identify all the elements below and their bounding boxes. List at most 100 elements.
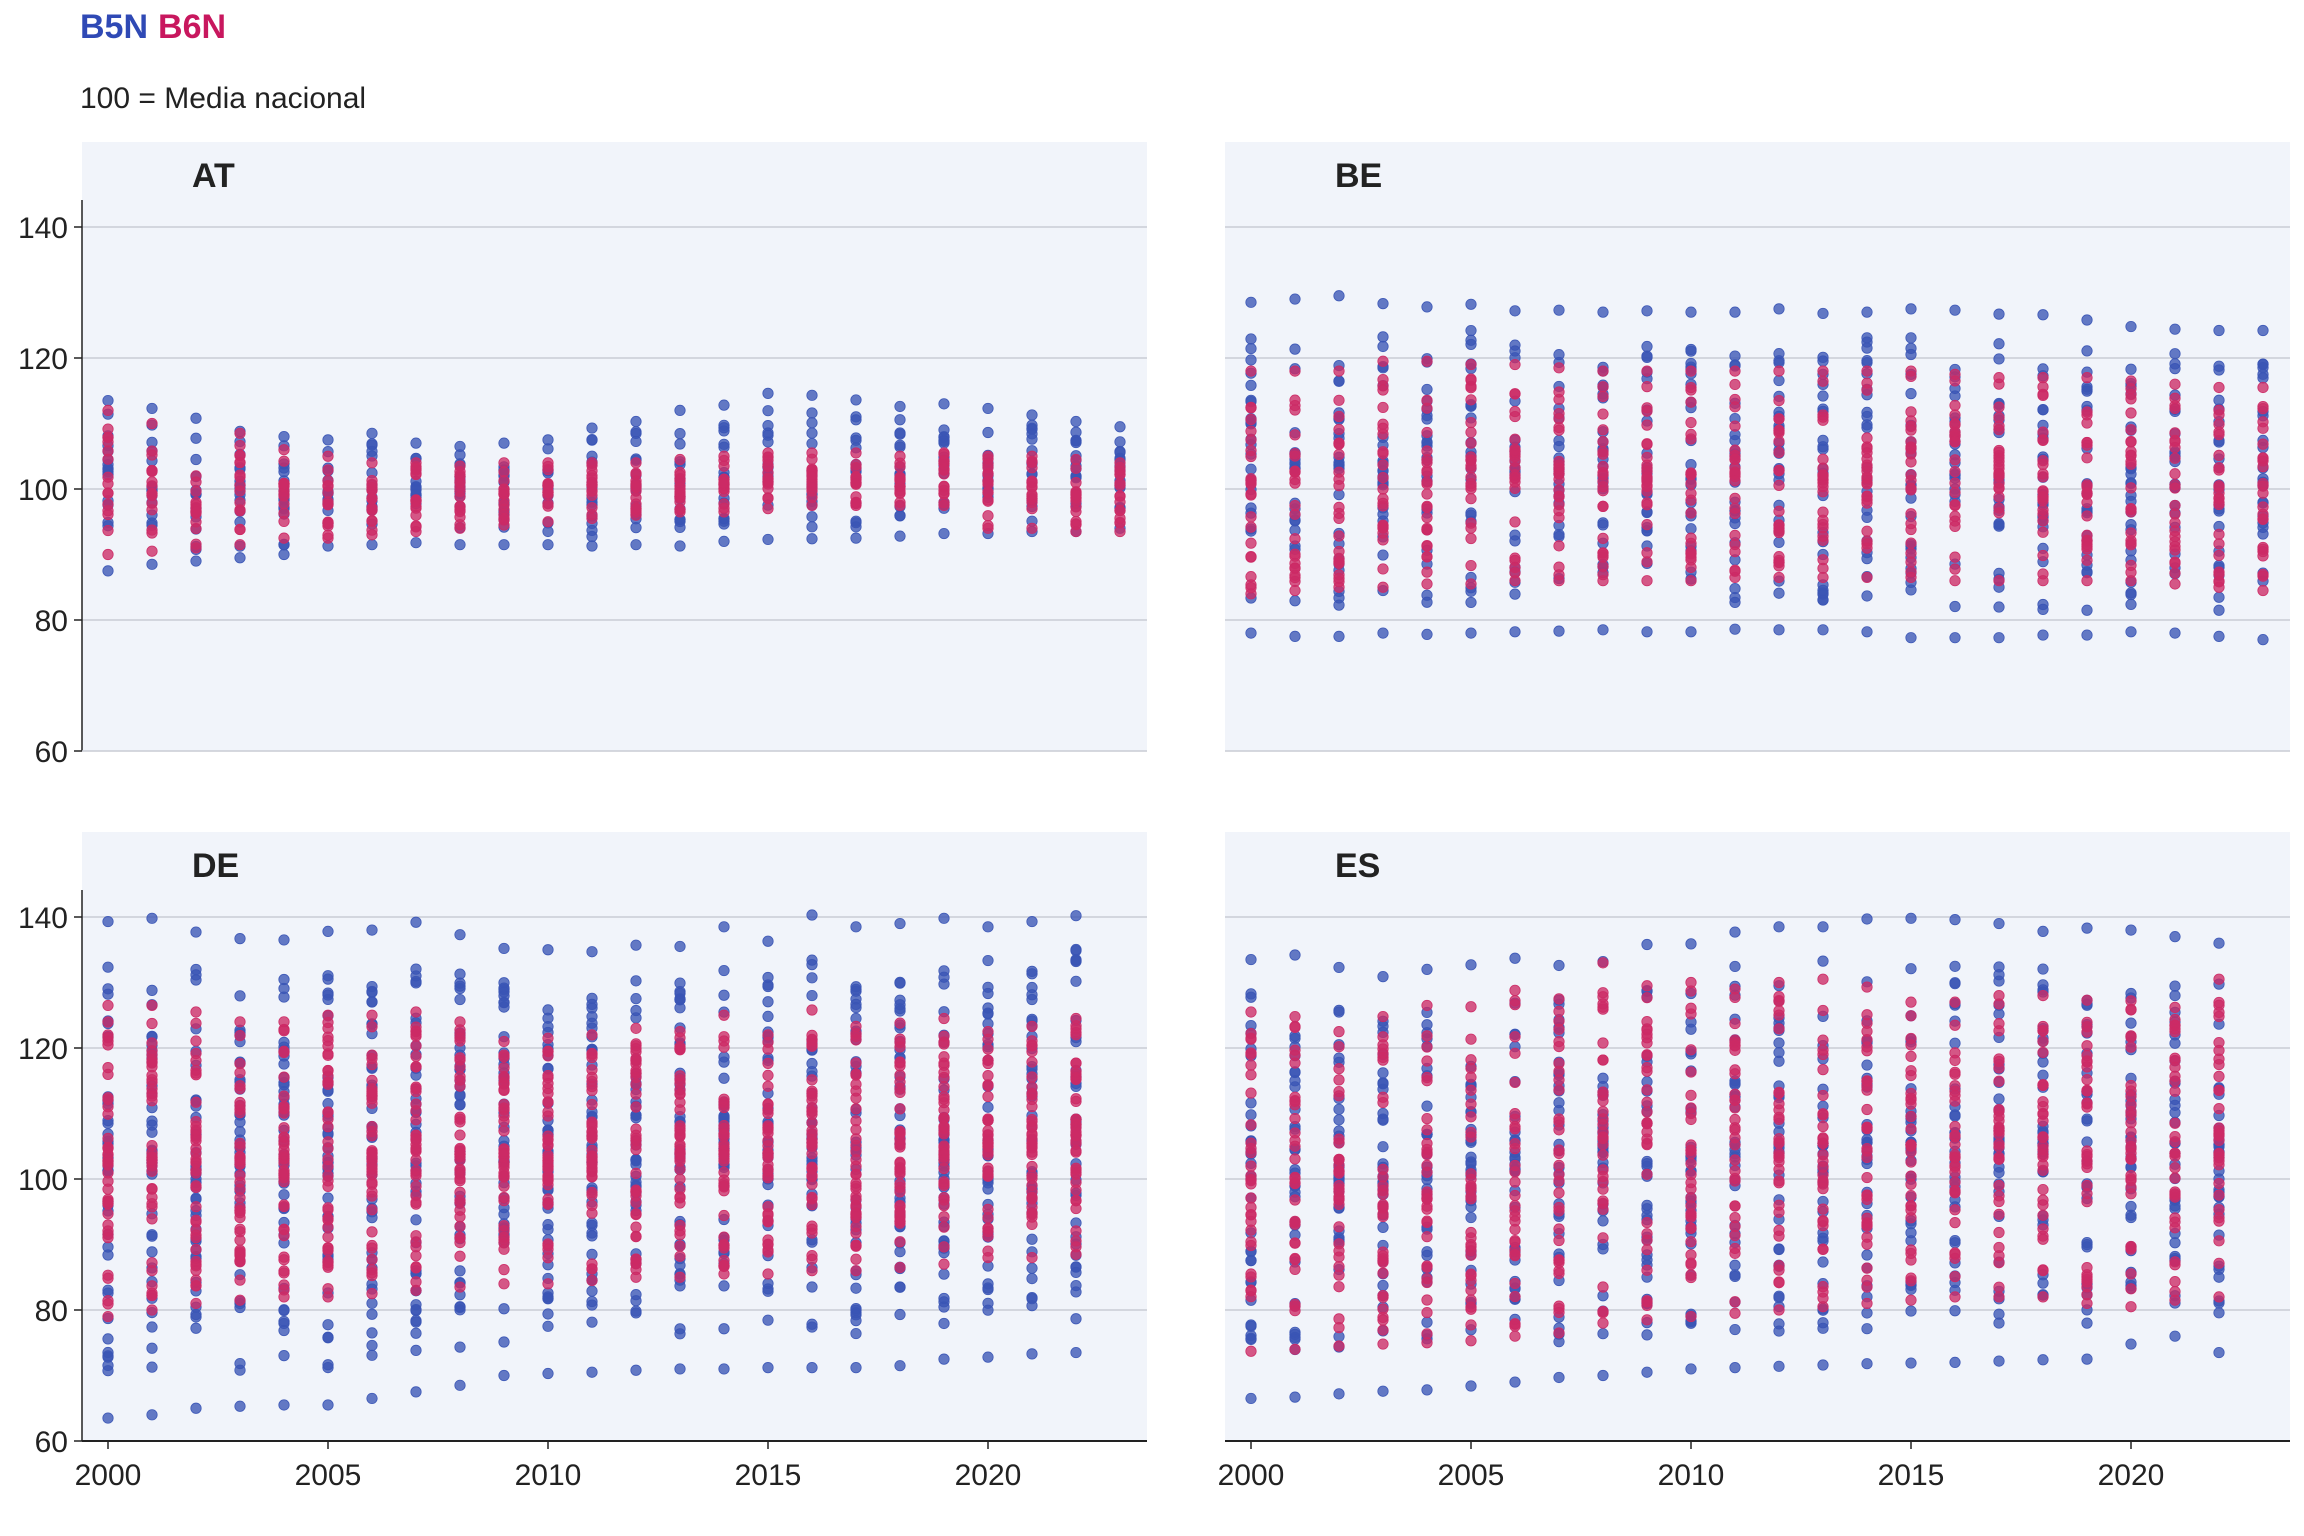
point-b5n: [2213, 630, 2225, 642]
point-b6n: [1993, 1153, 2005, 1165]
point-b6n: [1245, 521, 1257, 533]
point-b6n: [1465, 1084, 1477, 1096]
point-b6n: [1333, 410, 1345, 423]
point-b5n: [366, 427, 378, 439]
point-b5n: [850, 1282, 862, 1294]
point-b6n: [1026, 1160, 1038, 1173]
point-b6n: [322, 480, 334, 492]
chart-subtitle: 100 = Media nacional: [80, 82, 367, 115]
point-b5n: [674, 428, 686, 440]
point-b6n: [1861, 490, 1873, 502]
point-b5n: [410, 481, 422, 494]
point-b6n: [982, 1070, 994, 1082]
point-b6n: [586, 1098, 598, 1111]
point-b6n: [1817, 530, 1829, 542]
point-b6n: [894, 1217, 906, 1229]
x-tick-label: 2005: [1438, 1459, 1505, 1492]
point-b6n: [1817, 1149, 1829, 1161]
point-b6n: [2213, 404, 2225, 416]
point-b6n: [1817, 414, 1829, 426]
point-b6n: [806, 1128, 818, 1140]
point-b6n: [2213, 429, 2225, 441]
point-b5n: [1026, 433, 1038, 445]
point-b6n: [1421, 1294, 1433, 1306]
point-b5n: [1026, 1293, 1038, 1305]
point-b6n: [542, 1149, 554, 1161]
y-tick-label: 100: [18, 474, 68, 507]
point-b6n: [806, 1074, 818, 1086]
point-b5n: [806, 511, 818, 523]
point-b6n: [982, 1137, 994, 1150]
point-b6n: [762, 1165, 774, 1177]
point-b5n: [1905, 1235, 1917, 1247]
point-b6n: [278, 1200, 290, 1213]
point-b5n: [718, 1056, 730, 1068]
point-b5n: [2037, 404, 2049, 416]
point-b5n: [982, 1002, 994, 1014]
point-b6n: [190, 1096, 202, 1108]
point-b6n: [1993, 452, 2005, 464]
point-b6n: [1421, 551, 1433, 563]
point-b6n: [2037, 549, 2049, 562]
point-b6n: [1553, 540, 1565, 552]
point-b5n: [1773, 921, 1785, 933]
point-b5n: [894, 1005, 906, 1017]
point-b5n: [806, 1362, 818, 1374]
point-b6n: [806, 491, 818, 504]
point-b6n: [1421, 466, 1433, 478]
point-b6n: [762, 1080, 774, 1092]
point-b6n: [542, 1175, 554, 1187]
point-b5n: [410, 916, 422, 928]
point-b5n: [190, 1402, 202, 1414]
point-b6n: [1465, 480, 1477, 492]
point-b5n: [762, 971, 774, 984]
point-b6n: [982, 1043, 994, 1055]
point-b5n: [586, 422, 598, 434]
point-b6n: [1421, 539, 1433, 552]
point-b6n: [850, 1085, 862, 1097]
point-b6n: [1114, 512, 1126, 524]
point-b6n: [586, 1051, 598, 1064]
point-b5n: [146, 984, 158, 996]
point-b6n: [806, 453, 818, 465]
point-b5n: [1026, 915, 1038, 928]
point-b6n: [1333, 1074, 1345, 1086]
point-b6n: [1685, 1158, 1697, 1170]
point-b6n: [1245, 1285, 1257, 1297]
x-tick-label: 2000: [75, 1459, 142, 1492]
point-b5n: [2081, 383, 2093, 395]
point-b6n: [894, 1069, 906, 1081]
point-b6n: [2081, 540, 2093, 553]
point-b5n: [410, 1315, 422, 1327]
point-b6n: [2213, 462, 2225, 474]
point-b6n: [1597, 500, 1609, 512]
point-b5n: [982, 402, 994, 415]
point-b6n: [1905, 424, 1917, 436]
point-b6n: [1026, 1089, 1038, 1101]
point-b5n: [2257, 634, 2269, 646]
point-b6n: [1070, 519, 1082, 531]
point-b5n: [630, 1307, 642, 1319]
point-b5n: [1465, 507, 1477, 519]
point-b6n: [2037, 434, 2049, 446]
point-b6n: [1553, 386, 1565, 398]
point-b6n: [1553, 1084, 1565, 1096]
point-b6n: [1421, 1328, 1433, 1340]
point-b6n: [322, 1121, 334, 1133]
point-b6n: [2037, 504, 2049, 516]
point-b6n: [1289, 1112, 1301, 1125]
point-b6n: [234, 456, 246, 469]
point-b6n: [718, 460, 730, 472]
point-b6n: [542, 1278, 554, 1290]
point-b6n: [1773, 1175, 1785, 1187]
point-b6n: [2257, 545, 2269, 558]
point-b6n: [1553, 1265, 1565, 1277]
point-b6n: [1949, 1151, 1961, 1163]
point-b5n: [1597, 1369, 1609, 1382]
point-b5n: [454, 539, 466, 551]
point-b6n: [542, 477, 554, 490]
y-tick-label: 80: [35, 1295, 68, 1328]
point-b6n: [542, 1163, 554, 1175]
point-b6n: [146, 1304, 158, 1316]
point-b6n: [1377, 534, 1389, 546]
